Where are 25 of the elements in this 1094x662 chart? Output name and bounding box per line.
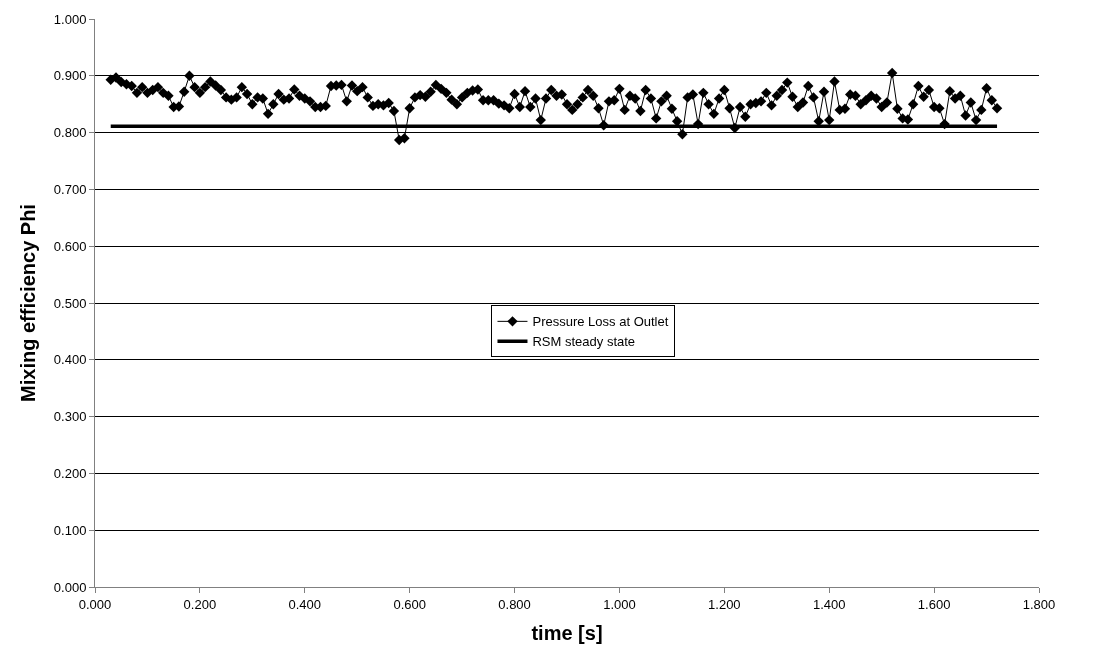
y-tick-label: 0.000 [53,579,87,595]
y-tick-label: 0.300 [53,409,87,425]
y-tick-label: 0.100 [53,522,87,538]
y-tick-label: 0.400 [53,352,87,368]
x-tick-label: 0.800 [498,596,531,612]
y-tick-label: 0.700 [53,181,87,197]
x-tick-label: 1.200 [708,596,741,612]
legend-label: RSM steady state [532,334,636,350]
x-tick-label: 1.400 [812,596,846,612]
y-tick-label: 0.500 [53,295,87,311]
y-tick-label: 0.200 [53,465,87,481]
x-tick-label: 0.400 [288,596,322,612]
y-axis-title: Mixing efficiency Phi [17,204,40,402]
x-tick-label: 1.800 [1022,596,1056,612]
y-tick-label: 0.900 [53,68,87,84]
legend-label: Pressure Loss at Outlet [532,314,669,330]
y-tick-label: 1.000 [53,11,87,27]
x-tick-label: 1.000 [603,596,636,612]
x-axis-title: time [s] [531,622,603,645]
y-tick-label: 0.600 [53,238,87,254]
y-tick-label: 0.800 [53,125,87,141]
x-tick-label: 0.600 [393,596,426,612]
x-tick-label: 0.000 [78,596,112,612]
x-tick-label: 1.600 [917,596,951,612]
x-tick-label: 0.200 [183,596,217,612]
